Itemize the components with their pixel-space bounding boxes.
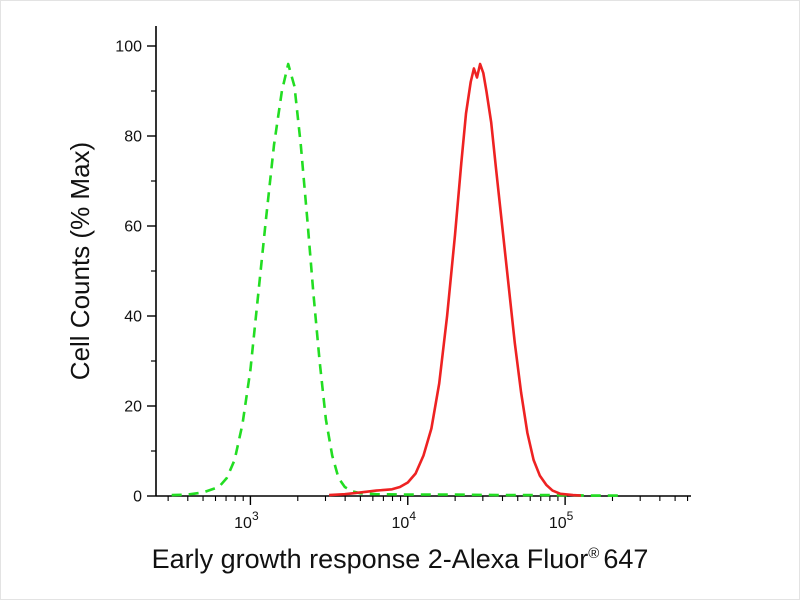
svg-text:20: 20 [124,399,142,416]
flow-histogram-svg: Cell Counts (% Max) 0 20 40 60 80 100 103 104 10… [65,26,691,532]
registered-trademark-icon: ® [588,545,600,562]
svg-text:40: 40 [124,309,142,326]
y-axis-label: Cell Counts (% Max) [65,142,95,380]
x-axis-title: Early growth response 2-Alexa Fluor® 647 [1,544,799,575]
series-green-dashed-control [171,62,621,497]
svg-text:104: 104 [392,509,417,532]
svg-text:105: 105 [549,509,574,532]
svg-text:103: 103 [234,509,259,532]
svg-text:80: 80 [124,129,142,146]
svg-text:100: 100 [115,39,142,56]
x-axis-title-suffix: 647 [603,544,649,574]
series-red-solid-stained [329,62,581,497]
svg-text:0: 0 [133,489,142,506]
x-axis-title-main: Early growth response 2-Alexa Fluor [151,544,589,574]
svg-text:60: 60 [124,219,142,236]
